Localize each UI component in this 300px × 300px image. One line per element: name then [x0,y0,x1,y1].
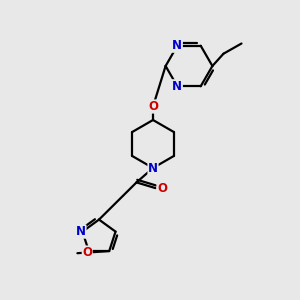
Text: O: O [82,246,92,259]
Text: O: O [148,100,158,113]
Text: O: O [157,182,167,195]
Text: N: N [172,80,182,93]
Text: N: N [76,225,86,238]
Text: N: N [148,161,158,175]
Text: N: N [172,39,182,52]
